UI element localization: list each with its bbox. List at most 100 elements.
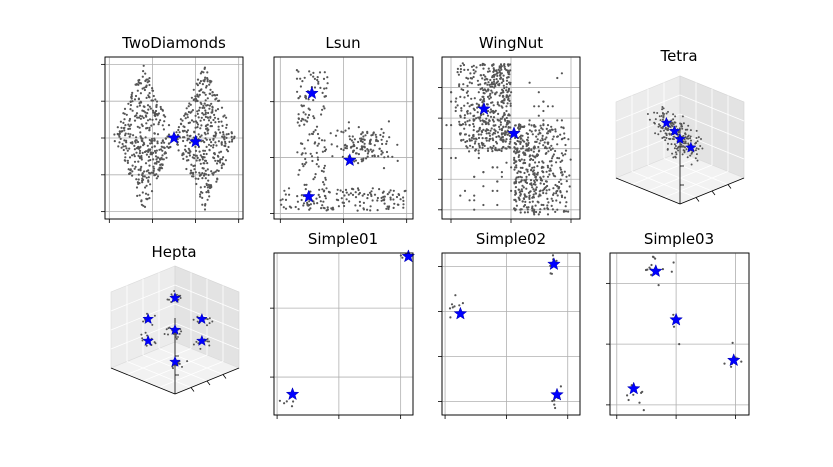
data-point [473,72,476,75]
data-point [190,119,194,122]
data-point [555,199,558,202]
data-point [230,135,233,138]
data-point [544,138,547,141]
data-point [301,105,304,108]
data-point [153,145,156,148]
data-point [402,199,405,202]
data-point [507,113,510,116]
data-point [138,152,141,155]
data-point [288,193,291,196]
data-point [568,185,571,188]
data-point [659,124,662,127]
data-point [201,196,204,199]
data-point [546,105,550,108]
data-point [323,87,326,90]
data-point [163,120,166,123]
data-point [463,127,466,130]
data-point [488,94,491,97]
data-point [207,143,211,146]
data-point [284,207,288,210]
data-point [477,116,480,119]
data-point [700,138,702,140]
data-point [516,171,519,175]
data-point [560,119,564,122]
data-point [194,95,197,98]
data-point [209,144,213,147]
data-point [517,155,520,159]
data-point [137,178,140,181]
data-point [191,109,194,112]
data-point [120,146,123,149]
data-point [356,187,360,190]
data-point [199,135,202,138]
data-point [378,147,381,150]
data-point [466,68,470,71]
data-point [146,112,149,115]
data-point [178,136,182,139]
data-point [533,105,536,108]
data-point [168,298,170,301]
data-point [534,192,538,195]
data-point [177,298,180,301]
data-point [480,141,483,144]
data-point [116,132,119,136]
data-point [147,176,150,179]
data-point [360,158,363,161]
data-point [545,127,548,130]
data-point [492,120,495,123]
data-point [661,106,664,108]
centroid-marker [626,381,641,395]
data-point [144,136,147,139]
data-point [501,106,504,109]
data-point [695,153,698,156]
data-point [201,139,204,142]
data-point [463,189,467,192]
data-point [445,124,448,127]
data-point [470,77,474,80]
data-point [137,173,140,176]
data-point [362,208,365,211]
data-point [292,400,295,403]
data-point [470,65,474,68]
data-point [564,143,567,147]
data-point [142,178,145,181]
data-point [542,119,545,122]
data-point [186,134,189,137]
data-point [201,177,204,180]
data-point [517,196,520,199]
data-point [149,151,152,154]
data-point [487,88,490,91]
data-point [139,169,142,172]
data-point [547,130,550,133]
data-point [206,186,209,189]
data-point [538,129,541,132]
data-point [128,172,131,175]
data-point [393,202,396,205]
data-point [740,360,743,363]
subplot-simple02: Simple02 [438,230,581,419]
data-point [219,131,222,134]
data-point [533,147,536,150]
data-point [165,156,168,159]
data-point [505,69,508,72]
data-point [666,148,669,151]
data-point [543,141,546,144]
data-point [537,145,540,149]
data-point [518,150,521,153]
data-point [210,141,213,144]
centroid-marker [169,323,181,335]
data-point [202,71,205,74]
data-point [548,173,551,176]
data-point [209,88,212,91]
data-point [192,98,195,102]
data-point [525,187,528,190]
data-point [526,208,529,211]
data-point [533,181,537,184]
data-point [227,145,230,149]
data-point [500,91,503,94]
data-point [150,142,153,145]
tick-3d [206,380,211,386]
data-point [220,166,223,170]
data-point [486,147,490,150]
data-point [140,333,143,336]
